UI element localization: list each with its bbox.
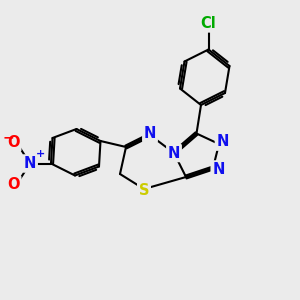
Text: N: N	[212, 162, 225, 177]
Text: −: −	[3, 130, 15, 144]
Text: +: +	[36, 149, 45, 159]
Text: O: O	[7, 135, 20, 150]
Text: S: S	[139, 183, 149, 198]
Text: N: N	[24, 156, 36, 171]
Text: N: N	[144, 126, 156, 141]
Text: N: N	[168, 146, 180, 160]
Text: N: N	[216, 134, 229, 149]
Text: Cl: Cl	[201, 16, 216, 31]
Text: O: O	[7, 177, 20, 192]
